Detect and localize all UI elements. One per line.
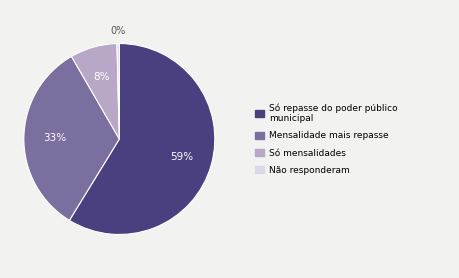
Legend: Só repasse do poder público
municipal, Mensalidade mais repasse, Só mensalidades: Só repasse do poder público municipal, M… [255, 103, 397, 175]
Text: 33%: 33% [43, 133, 66, 143]
Text: 0%: 0% [110, 26, 126, 36]
Wedge shape [72, 44, 119, 139]
Wedge shape [69, 44, 215, 234]
Text: 59%: 59% [170, 152, 193, 162]
Wedge shape [24, 56, 119, 220]
Text: 8%: 8% [94, 71, 110, 81]
Wedge shape [117, 44, 119, 139]
